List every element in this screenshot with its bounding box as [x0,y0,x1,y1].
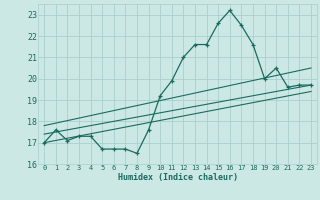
X-axis label: Humidex (Indice chaleur): Humidex (Indice chaleur) [118,173,238,182]
